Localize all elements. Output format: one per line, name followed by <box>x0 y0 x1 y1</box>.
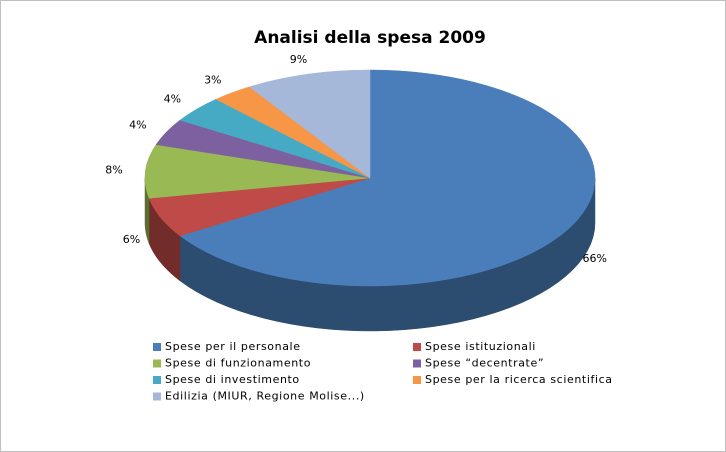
legend-swatch <box>413 343 421 351</box>
data-label: 3% <box>204 74 221 87</box>
data-label: 66% <box>583 252 607 265</box>
legend-swatch <box>153 343 161 351</box>
data-label: 6% <box>123 233 140 246</box>
data-label: 9% <box>290 53 307 66</box>
legend-label: Edilizia (MIUR, Regione Molise...) <box>165 390 365 403</box>
data-label: 4% <box>164 93 181 106</box>
legend-label: Spese di funzionamento <box>165 357 311 370</box>
data-label: 8% <box>105 163 122 176</box>
slice <box>248 69 371 179</box>
legend-label: Spese istituzionali <box>425 340 536 353</box>
legend-swatch <box>153 392 161 401</box>
slice <box>179 69 596 287</box>
slice <box>144 144 371 199</box>
legend-swatch <box>413 376 421 384</box>
legend-swatch <box>153 359 161 368</box>
legend-label: Spese per il personale <box>165 340 301 353</box>
legend-label: Spese per la ricerca scientifica <box>425 373 613 386</box>
legend-label: Spese “decentrate” <box>425 357 544 370</box>
chart-title: Analisi della spesa 2009 <box>254 28 486 48</box>
legend-swatch <box>413 359 421 368</box>
legend-swatch <box>153 376 161 384</box>
data-label: 4% <box>129 119 146 132</box>
legend-label: Spese di investimento <box>165 373 300 386</box>
